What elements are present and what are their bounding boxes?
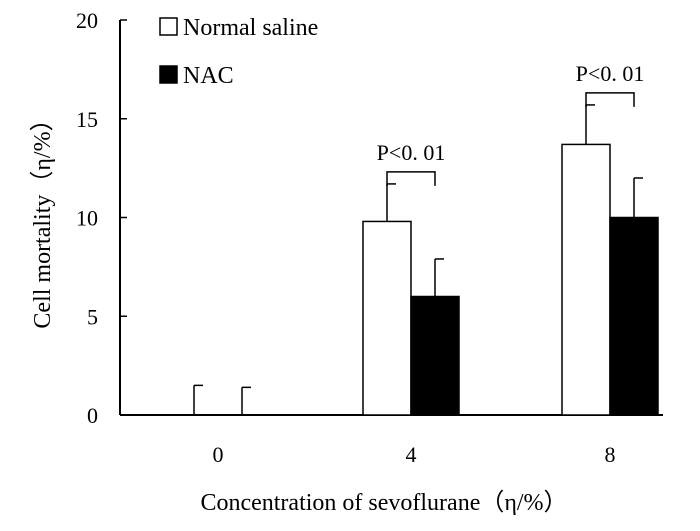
significance-label: P<0. 01 [377, 140, 446, 165]
bar-nac [410, 295, 460, 416]
x-tick-label: 0 [213, 442, 224, 467]
x-axis-title: Concentration of sevoflurane（η/%） [200, 490, 567, 516]
legend: Normal saline NAC [159, 15, 318, 89]
y-tick-label: 0 [87, 403, 98, 428]
legend-label-normal-saline: Normal saline [183, 15, 318, 41]
bars [193, 104, 659, 416]
y-tick-label: 10 [76, 206, 98, 231]
y-tick-label: 5 [87, 304, 98, 329]
bar-normal-saline [362, 220, 412, 416]
legend-swatch-nac [159, 65, 178, 84]
y-tick-label: 15 [76, 107, 98, 132]
y-axis-title: Cell mortality（η/%） [30, 107, 56, 328]
annotations: P<0. 01 P<0. 01 [377, 61, 645, 186]
bar-nac [609, 216, 659, 416]
axes: 0 5 10 15 20 0 4 8 [76, 8, 663, 467]
x-tick-label: 8 [605, 442, 616, 467]
legend-swatch-normal-saline [159, 17, 178, 36]
significance-bracket [386, 171, 436, 186]
y-tick-label: 20 [76, 8, 98, 33]
legend-label-nac: NAC [183, 63, 234, 89]
bar-normal-saline [561, 143, 611, 416]
significance-bracket [585, 92, 635, 107]
significance-label: P<0. 01 [576, 61, 645, 86]
x-tick-label: 4 [406, 442, 417, 467]
